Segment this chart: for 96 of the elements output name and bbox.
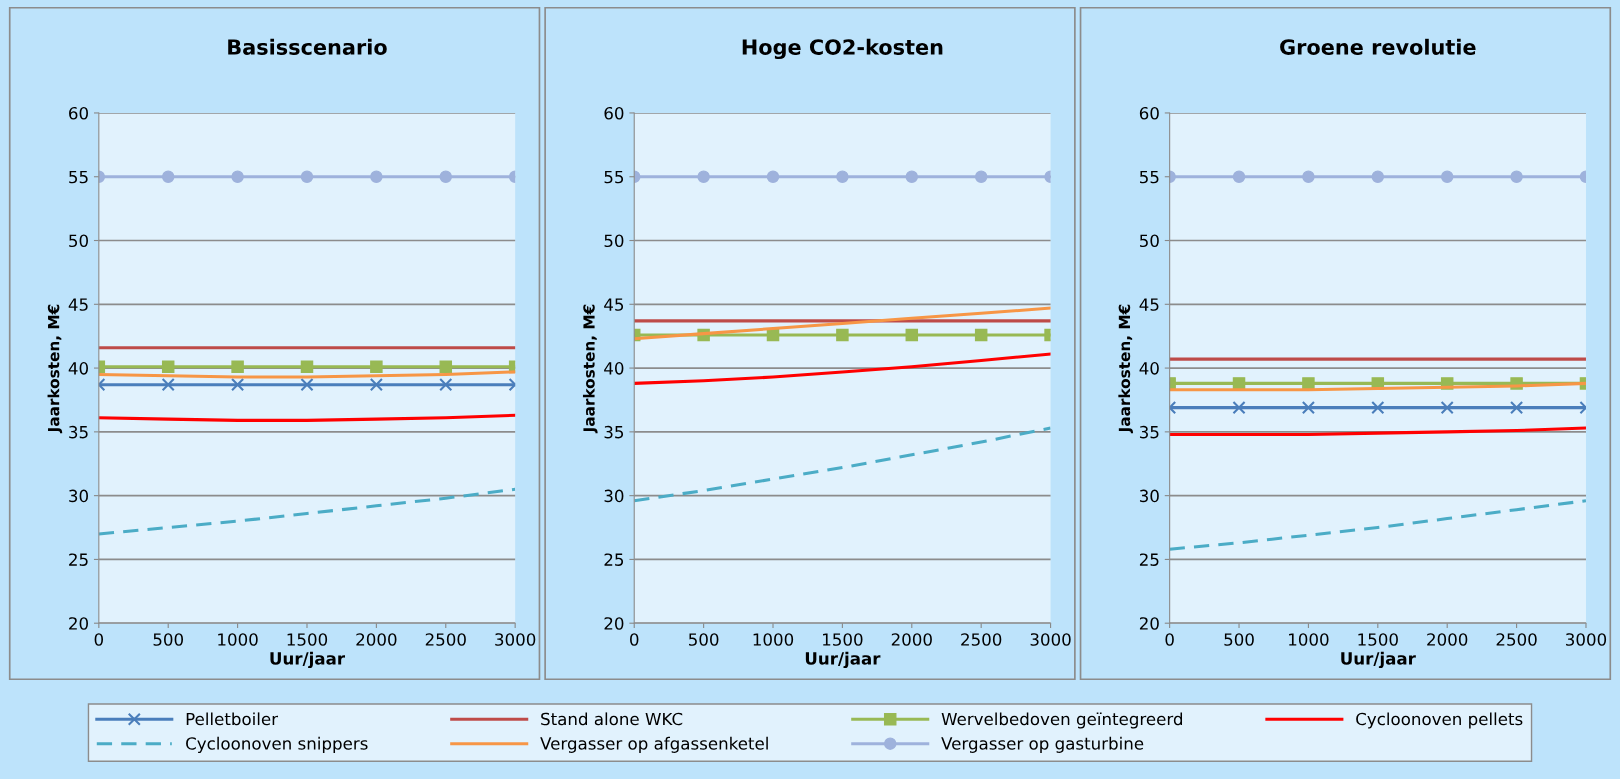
- point: [370, 360, 383, 374]
- x-tick-label: 0: [1165, 633, 1174, 646]
- point: [439, 170, 453, 183]
- x-axis-title: Uur/jaar: [1341, 651, 1416, 669]
- chart-title: Hoge CO2-kosten: [742, 38, 943, 60]
- y-tick-label: 45: [604, 298, 624, 311]
- point: [161, 170, 175, 183]
- legend-label: Pelletboiler: [186, 712, 279, 726]
- point: [1301, 401, 1316, 415]
- point: [1302, 170, 1315, 183]
- line-series: [634, 306, 1051, 341]
- x-tick-label: 2500: [1496, 633, 1537, 646]
- x-tick-label: 3000: [1566, 633, 1607, 646]
- point: [1510, 170, 1523, 183]
- line-series: [1169, 499, 1586, 551]
- x-tick-label: 2500: [961, 633, 1002, 646]
- y-tick-label: 20: [1139, 617, 1159, 630]
- x-tick-label: 2000: [356, 633, 397, 646]
- y-tick-label: 25: [604, 553, 624, 566]
- x-tick-label: 1500: [823, 633, 863, 646]
- y-tick-label: 25: [1139, 553, 1159, 566]
- point: [231, 360, 244, 374]
- y-axis-title: Jaarkosten, M€: [1118, 304, 1134, 434]
- y-tick-label: 25: [69, 553, 88, 566]
- legend-label: Cycloonoven pellets: [1356, 712, 1523, 729]
- point: [300, 170, 314, 183]
- point: [369, 378, 383, 392]
- y-tick-label: 30: [1139, 489, 1159, 503]
- x-axis-title: Uur/jaar: [805, 651, 881, 669]
- point: [300, 378, 314, 392]
- point: [1232, 401, 1246, 415]
- y-tick-label: 35: [604, 425, 624, 439]
- legend-label: Wervelbedoven geïntegreerd: [941, 712, 1183, 729]
- legend-label: Vergasser op gasturbine: [941, 736, 1144, 753]
- point: [300, 360, 314, 374]
- y-tick-label: 50: [1140, 234, 1159, 248]
- line-series: [634, 426, 1051, 503]
- y-tick-label: 20: [604, 617, 624, 630]
- point: [1302, 377, 1315, 390]
- y-tick-label: 50: [69, 234, 88, 248]
- y-tick-label: 50: [604, 234, 624, 248]
- x-tick-label: 1000: [218, 633, 258, 646]
- line-series: [1169, 426, 1586, 436]
- y-tick-label: 30: [604, 489, 624, 503]
- y-tick-label: 45: [1139, 298, 1159, 311]
- x-tick-label: 3000: [495, 633, 536, 646]
- point: [1440, 170, 1454, 183]
- y-tick-label: 35: [1139, 425, 1159, 439]
- y-tick-label: 60: [1139, 106, 1159, 120]
- line-series: [98, 487, 516, 536]
- line-series: [634, 352, 1051, 385]
- x-tick-label: 1500: [287, 633, 328, 646]
- point: [370, 170, 383, 183]
- point: [1509, 401, 1524, 415]
- x-tick-label: 0: [630, 633, 639, 646]
- y-tick-label: 40: [68, 362, 88, 375]
- point: [439, 378, 453, 392]
- y-tick-label: 20: [69, 617, 88, 630]
- x-tick-label: 500: [689, 633, 719, 646]
- x-tick-label: 500: [1224, 633, 1254, 646]
- point: [231, 378, 245, 392]
- y-tick-label: 55: [1140, 170, 1159, 184]
- y-axis-title: Jaarkosten, M€: [582, 304, 598, 434]
- legend-label: Stand alone WKC: [541, 712, 683, 726]
- x-tick-label: 500: [153, 633, 184, 646]
- point: [439, 360, 453, 374]
- x-tick-label: 2500: [425, 633, 466, 646]
- x-tick-label: 1000: [753, 633, 794, 646]
- y-tick-label: 40: [604, 362, 624, 375]
- x-tick-label: 0: [94, 633, 104, 646]
- point: [1440, 401, 1454, 415]
- x-tick-label: 1500: [1358, 633, 1398, 646]
- legend-label: Vergasser op afgassenketel: [540, 736, 768, 753]
- point: [1371, 170, 1385, 183]
- x-tick-label: 2000: [891, 633, 932, 646]
- y-axis-title: Jaarkosten, M€: [47, 304, 63, 434]
- y-tick-label: 40: [1139, 362, 1159, 375]
- point: [1371, 401, 1385, 415]
- chart-title: Basisscenario: [228, 38, 387, 55]
- y-tick-label: 60: [604, 106, 624, 120]
- legend-label: Cycloonoven snippers: [186, 736, 368, 753]
- x-tick-label: 2000: [1427, 633, 1468, 646]
- x-tick-label: 3000: [1030, 633, 1071, 646]
- point: [231, 170, 244, 183]
- point: [161, 378, 175, 392]
- y-tick-label: 60: [69, 106, 88, 120]
- point: [1232, 170, 1246, 183]
- y-tick-label: 35: [69, 425, 88, 439]
- point: [161, 360, 175, 374]
- x-axis-title: Uur/jaar: [270, 651, 346, 669]
- chart-title: Groene revolutie: [1280, 38, 1476, 55]
- x-tick-label: 1000: [1289, 633, 1329, 646]
- y-tick-label: 45: [68, 298, 88, 311]
- y-tick-label: 30: [69, 489, 88, 503]
- y-tick-label: 55: [69, 170, 88, 184]
- y-tick-label: 55: [604, 170, 624, 184]
